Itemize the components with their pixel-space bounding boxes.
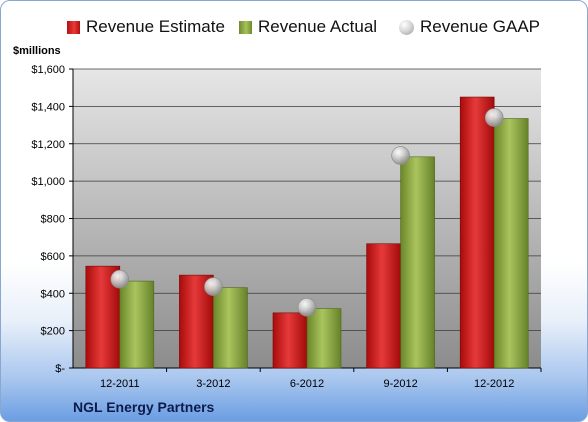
chart-legend: Revenue Estimate Revenue Actual Revenue …: [1, 15, 587, 39]
x-tick-label: 9-2012: [383, 378, 417, 390]
y-tick-label: $400: [41, 288, 65, 300]
bar-revenue-actual: [306, 308, 342, 369]
y-tick-label: $800: [41, 214, 65, 226]
y-axis-units-label: $millions: [13, 45, 61, 57]
y-tick-label: $1,600: [31, 64, 65, 76]
x-tick-label: 12-2012: [474, 378, 514, 390]
y-tick-label: $1,400: [31, 101, 65, 113]
x-tick-label: 3-2012: [196, 378, 230, 390]
marker-revenue-gaap: [391, 146, 410, 165]
legend-marker-gaap: [399, 19, 414, 35]
marker-revenue-gaap: [484, 108, 504, 127]
legend-swatch-actual: [239, 20, 252, 34]
legend-item-revenue-actual: Revenue Actual: [239, 15, 377, 39]
x-tick-label: 6-2012: [290, 378, 324, 390]
bar-revenue-actual: [119, 280, 155, 369]
y-tick-label: $1,000: [31, 176, 65, 188]
y-tick-label: $-: [55, 363, 65, 375]
legend-label-estimate: Revenue Estimate: [86, 17, 225, 36]
y-tick-label: $600: [41, 251, 65, 263]
bar-revenue-estimate: [272, 312, 308, 369]
x-tick-label: 12-2011: [100, 378, 140, 390]
legend-label-gaap: Revenue GAAP: [420, 17, 541, 36]
bar-revenue-estimate: [366, 243, 401, 369]
marker-revenue-gaap: [204, 277, 223, 297]
legend-swatch-estimate: [67, 20, 80, 34]
bar-revenue-actual: [493, 118, 529, 369]
bar-revenue-estimate: [459, 96, 495, 369]
company-name: NGL Energy Partners: [73, 399, 215, 415]
marker-revenue-gaap: [297, 297, 317, 317]
bar-revenue-actual: [213, 287, 248, 369]
legend-label-actual: Revenue Actual: [258, 17, 378, 36]
marker-revenue-gaap: [110, 269, 130, 289]
legend-item-revenue-gaap: Revenue GAAP: [399, 15, 540, 39]
legend-item-revenue-estimate: Revenue Estimate: [67, 15, 225, 39]
y-tick-label: $1,200: [31, 139, 65, 151]
bar-revenue-actual: [400, 156, 435, 369]
y-tick-label: $200: [41, 326, 65, 338]
